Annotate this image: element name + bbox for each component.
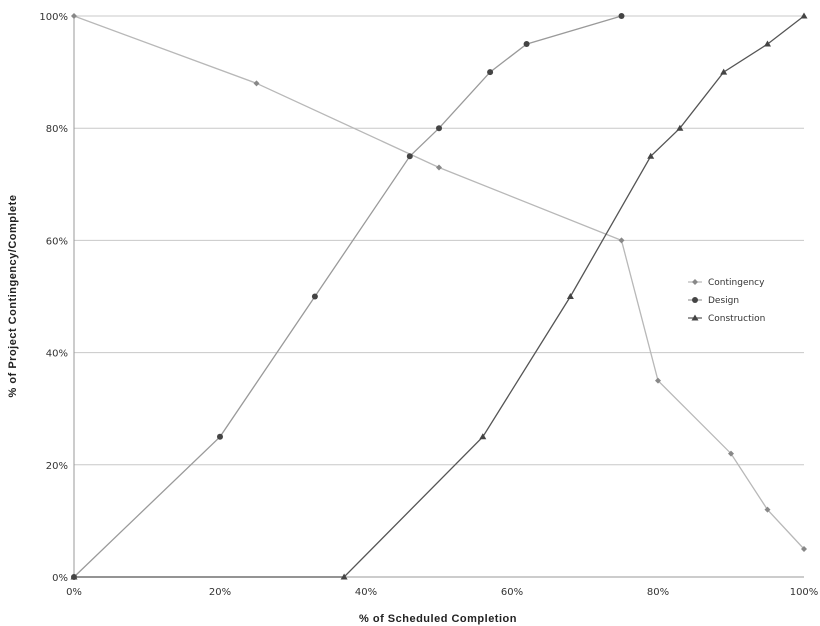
legend: Contingency Design Construction xyxy=(688,278,765,324)
contingency-point xyxy=(436,164,442,171)
y-tick-label: 60% xyxy=(46,236,68,247)
y-tick-label: 20% xyxy=(46,461,68,472)
y-tick-label: 0% xyxy=(52,573,68,584)
construction-point xyxy=(479,433,487,440)
contingency-point xyxy=(618,237,625,244)
construction-line xyxy=(74,15,805,578)
legend-swatch-marker xyxy=(691,314,699,321)
contingency-point xyxy=(71,13,77,19)
legend-item-construction: Construction xyxy=(688,314,765,324)
series-design xyxy=(71,13,625,580)
x-tick-label: 60% xyxy=(501,587,523,598)
series-contingency xyxy=(71,13,807,552)
y-tick-label: 100% xyxy=(39,12,68,23)
legend-label: Design xyxy=(708,296,739,306)
legend-label: Contingency xyxy=(708,278,765,288)
y-tick-label: 40% xyxy=(46,349,68,360)
construction-point xyxy=(720,68,728,75)
series-construction xyxy=(70,12,808,580)
construction-point xyxy=(800,12,808,19)
y-tick-label: 80% xyxy=(46,124,68,135)
contingency-point xyxy=(253,80,260,87)
design-point xyxy=(311,293,318,300)
construction-point xyxy=(70,573,78,580)
axes xyxy=(73,16,804,578)
contingency-point xyxy=(764,506,771,513)
construction-point xyxy=(647,152,655,159)
legend-item-contingency: Contingency xyxy=(688,278,765,288)
y-tick-labels: 0% 20% 40% 60% 80% 100% xyxy=(39,12,68,584)
y-axis-label: % of Project Contingency/Complete xyxy=(7,195,19,398)
contingency-point xyxy=(728,450,734,457)
contingency-point xyxy=(655,377,661,384)
construction-point xyxy=(566,293,574,299)
legend-swatch-marker xyxy=(692,297,698,303)
design-point xyxy=(523,41,530,48)
contingency-line xyxy=(73,15,805,550)
x-tick-label: 20% xyxy=(209,587,231,598)
legend-item-design: Design xyxy=(688,296,739,306)
x-tick-label: 0% xyxy=(66,587,82,598)
x-tick-label: 80% xyxy=(647,587,669,598)
gridlines xyxy=(74,15,804,466)
contingency-point xyxy=(801,545,807,552)
design-point xyxy=(436,125,442,132)
design-point xyxy=(406,153,413,160)
design-point xyxy=(217,433,223,440)
series-layer xyxy=(70,12,808,580)
construction-point xyxy=(340,573,348,580)
x-tick-label: 100% xyxy=(790,587,819,598)
design-point xyxy=(487,69,494,76)
legend-swatch-marker xyxy=(692,279,698,285)
design-line xyxy=(73,15,622,578)
construction-point xyxy=(676,124,684,131)
construction-point xyxy=(764,40,771,47)
x-axis-label: % of Scheduled Completion xyxy=(359,613,517,625)
design-point xyxy=(618,13,625,19)
x-tick-label: 40% xyxy=(355,587,377,598)
x-tick-labels: 0% 20% 40% 60% 80% 100% xyxy=(66,587,818,598)
legend-label: Construction xyxy=(708,314,765,324)
